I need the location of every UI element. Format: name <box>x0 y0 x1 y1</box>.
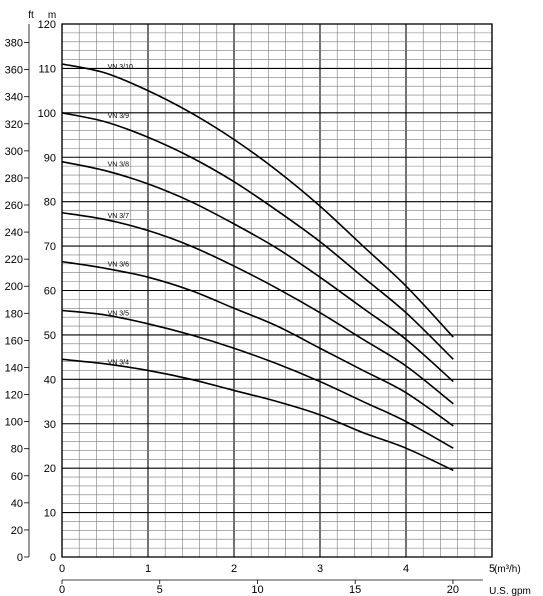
y2-tick-label: 220 <box>5 254 23 266</box>
chart-grid <box>61 23 493 558</box>
y-axis-unit-label: m <box>48 10 56 21</box>
y2-tick-label: 140 <box>5 362 23 374</box>
y2-tick-label: 80 <box>11 444 23 456</box>
y-tick-label: 90 <box>44 152 56 164</box>
x2-tick-label: 5 <box>157 584 163 596</box>
series-line-1 <box>61 112 454 360</box>
x-tick-label: 2 <box>231 563 237 575</box>
x2-tick-label: 20 <box>447 584 459 596</box>
y2-tick-label: 120 <box>5 390 23 402</box>
y2-tick-label: 40 <box>11 498 23 510</box>
x-tick-label: 5 <box>489 563 495 575</box>
y2-tick-label: 320 <box>5 119 23 131</box>
y2-tick-label: 180 <box>5 308 23 320</box>
series-line-4 <box>61 260 454 427</box>
y-tick-label: 100 <box>38 108 56 120</box>
y2-tick-label: 200 <box>5 281 23 293</box>
series-line-2 <box>61 160 454 383</box>
series-label-2: VN 3/8 <box>108 162 130 169</box>
y-tick-label: 120 <box>38 19 56 31</box>
y2-tick-label: 360 <box>5 65 23 77</box>
y2-tick-label: 240 <box>5 227 23 239</box>
chart-curves <box>61 63 454 472</box>
series-line-6 <box>61 358 454 472</box>
y-tick-label: 40 <box>44 374 56 386</box>
x2-tick-label: 15 <box>349 584 361 596</box>
chart-ticks: 0102030405060708090100110120020406080100… <box>5 19 495 596</box>
y2-tick-label: 280 <box>5 173 23 185</box>
y-tick-label: 0 <box>50 552 56 564</box>
y2-tick-label: 100 <box>5 417 23 429</box>
y2-tick-label: 20 <box>11 525 23 537</box>
x-tick-label: 4 <box>403 563 409 575</box>
y-tick-label: 70 <box>44 241 56 253</box>
y2-axis-unit-label: ft <box>28 10 34 21</box>
y2-tick-label: 380 <box>5 38 23 50</box>
y-tick-label: 80 <box>44 197 56 209</box>
x2-tick-label: 10 <box>251 584 263 596</box>
y-tick-label: 10 <box>44 508 56 520</box>
x-tick-label: 0 <box>59 563 65 575</box>
y-tick-label: 30 <box>44 419 56 431</box>
y2-tick-label: 60 <box>11 471 23 483</box>
x-tick-label: 1 <box>145 563 151 575</box>
series-label-0: VN 3/10 <box>108 64 133 71</box>
chart-series-labels: VN 3/10 VN 3/9 VN 3/8 VN 3/7 VN 3/6 VN 3/5 VN … <box>108 64 133 366</box>
series-label-4: VN 3/6 <box>108 262 130 269</box>
x-axis-unit-label: (m³/h) <box>494 564 521 575</box>
y2-tick-label: 160 <box>5 335 23 347</box>
x2-tick-label: 0 <box>59 584 65 596</box>
series-label-1: VN 3/9 <box>108 113 130 120</box>
y-tick-label: 20 <box>44 463 56 475</box>
x-tick-label: 3 <box>317 563 323 575</box>
series-label-6: VN 3/4 <box>108 359 130 366</box>
y2-tick-label: 0 <box>17 552 23 564</box>
x2-axis-unit-label: U.S. gpm <box>489 586 531 596</box>
y-tick-label: 110 <box>38 63 56 75</box>
series-line-3 <box>61 211 454 405</box>
plot-frame <box>61 23 493 558</box>
y2-tick-label: 340 <box>5 92 23 104</box>
y-tick-label: 50 <box>44 330 56 342</box>
series-line-0 <box>61 63 454 338</box>
series-line-5 <box>61 309 454 449</box>
series-label-3: VN 3/7 <box>108 213 130 220</box>
y2-tick-label: 300 <box>5 146 23 158</box>
y2-tick-label: 260 <box>5 200 23 212</box>
series-label-5: VN 3/5 <box>108 310 130 317</box>
y-tick-label: 60 <box>44 286 56 298</box>
